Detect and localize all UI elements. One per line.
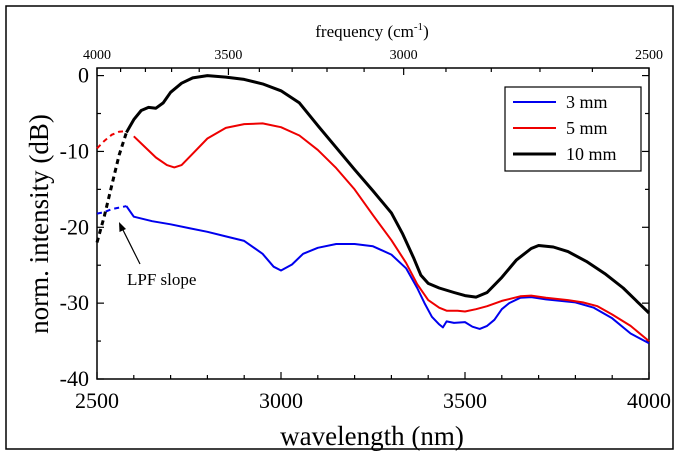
legend: 3 mm 5 mm 10 mm	[504, 86, 642, 172]
top-tick-label: 2500	[635, 48, 663, 63]
annotation: LPF slope	[119, 222, 196, 289]
figure-frame	[5, 5, 674, 450]
x-tick-label: 2500	[75, 388, 119, 413]
series-line-dashed	[96, 130, 127, 150]
axis-ticks	[96, 68, 650, 380]
top-tick-label: 3000	[390, 48, 418, 63]
annotation-arrowhead	[119, 222, 126, 232]
y-tick-label: -30	[60, 290, 89, 315]
series-layer	[95, 74, 651, 345]
y-tick-label: 0	[78, 63, 89, 88]
y-tick-label: -20	[60, 214, 89, 239]
y-axis-title: norm. intensity (dB)	[24, 114, 54, 334]
top-axis-title-sup: -1	[414, 21, 423, 33]
y-tick-label: -40	[60, 366, 89, 391]
series-line	[125, 74, 651, 315]
x-tick-label: 3500	[443, 388, 487, 413]
top-axis-title-close: )	[423, 22, 429, 41]
legend-label: 5 mm	[566, 118, 608, 138]
plot-area	[96, 67, 650, 380]
legend-label: 10 mm	[566, 144, 617, 164]
x-axis-title: wavelength (nm)	[280, 421, 464, 451]
annotation-label: LPF slope	[127, 270, 196, 289]
series-line-dashed	[95, 132, 128, 243]
annotation-arrow-line	[121, 227, 141, 265]
y-tick-label: -10	[60, 138, 89, 163]
top-axis-title-main: frequency (cm	[315, 22, 414, 41]
series-line	[133, 122, 650, 342]
top-axis-title: frequency (cm-1)	[315, 21, 428, 41]
top-tick-label: 4000	[83, 48, 111, 63]
x-tick-label: 4000	[627, 388, 671, 413]
series-line	[125, 205, 650, 345]
x-tick-label: 3000	[259, 388, 303, 413]
legend-label: 3 mm	[566, 92, 608, 112]
top-tick-label: 3500	[214, 48, 242, 63]
